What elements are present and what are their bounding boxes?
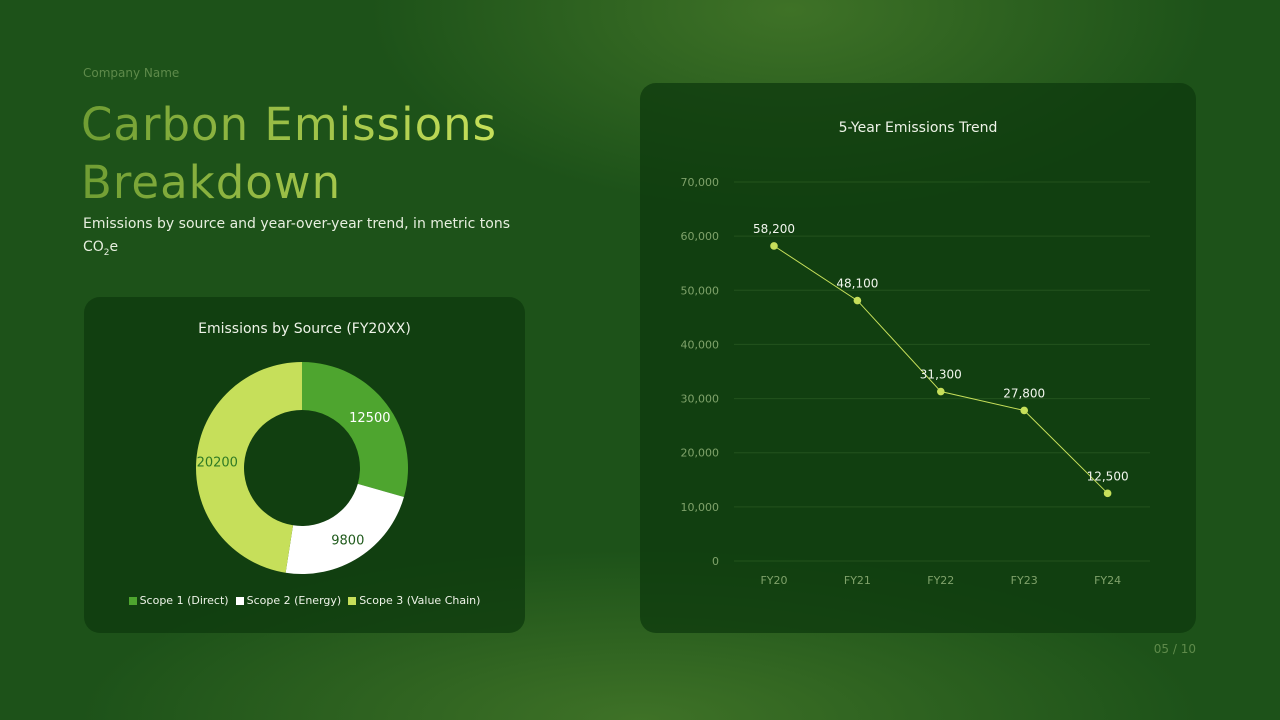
donut-chart: 12500 9800 20200	[195, 362, 408, 574]
line-chart-card: 5-Year Emissions Trend 0 10,000 20,000 30,0…	[640, 83, 1196, 633]
trend-point	[853, 296, 862, 305]
subtitle-subscript: 2	[103, 247, 110, 258]
donut-label-scope-1: 12500	[349, 411, 390, 426]
trend-data-label: 27,800	[1003, 386, 1045, 400]
x-tick-label: FY21	[844, 574, 871, 587]
y-tick-label: 20,000	[681, 447, 720, 460]
donut-slice-scope-1	[302, 362, 408, 498]
donut-label-scope-2: 9800	[331, 534, 364, 549]
legend-swatch-scope-2	[235, 596, 244, 605]
donut-label-scope-3: 20200	[197, 455, 238, 470]
page-title-line-1: Carbon Emissions	[81, 98, 498, 151]
donut-legend: Scope 1 (Direct) Scope 2 (Energy) Scope …	[84, 594, 525, 607]
y-tick-label: 60,000	[681, 230, 720, 243]
x-tick-label: FY22	[927, 574, 954, 587]
legend-item-scope-3: Scope 3 (Value Chain)	[348, 594, 480, 607]
trend-data-label: 31,300	[920, 368, 962, 382]
page-title-line-2: Breakdown	[81, 156, 342, 209]
legend-swatch-scope-3	[348, 596, 357, 605]
page-subtitle: Emissions by source and year-over-year t…	[83, 213, 523, 265]
trend-point	[1103, 489, 1112, 498]
line-chart-title: 5-Year Emissions Trend	[838, 120, 998, 136]
donut-slice-scope-3	[195, 362, 302, 573]
line-chart: 0 10,000 20,000 30,000 40,000 50,000 60,000 70,…	[681, 176, 1150, 587]
trend-point	[770, 242, 778, 250]
legend-label-scope-2: Scope 2 (Energy)	[246, 594, 342, 607]
y-tick-label: 40,000	[681, 338, 720, 351]
x-tick-label: FY20	[760, 574, 787, 587]
y-tick-label: 70,000	[681, 176, 720, 189]
trend-data-label: 12,500	[1087, 469, 1129, 483]
company-name: Company Name	[83, 66, 180, 80]
y-tick-label: 50,000	[681, 284, 720, 297]
page-title: Carbon Emissions Breakdown	[81, 96, 497, 212]
x-tick-label: FY24	[1094, 574, 1121, 587]
trend-point	[937, 387, 945, 396]
y-tick-label: 30,000	[681, 393, 720, 406]
x-tick-label: FY23	[1011, 574, 1038, 587]
subtitle-e: e	[109, 239, 119, 255]
page-number: 05 / 10	[1153, 642, 1196, 656]
y-tick-label: 10,000	[681, 501, 720, 514]
legend-item-scope-1: Scope 1 (Direct)	[128, 594, 229, 607]
legend-label-scope-1: Scope 1 (Direct)	[139, 594, 229, 607]
legend-label-scope-3: Scope 3 (Value Chain)	[359, 594, 481, 607]
donut-chart-title: Emissions by Source (FY20XX)	[198, 321, 411, 337]
legend-swatch-scope-1	[128, 596, 137, 605]
trend-data-label: 48,100	[836, 277, 878, 291]
trend-data-label: 58,200	[753, 222, 795, 236]
legend-item-scope-2: Scope 2 (Energy)	[235, 594, 342, 607]
trend-point	[1020, 406, 1028, 415]
subtitle-co: CO	[83, 239, 104, 255]
donut-slice-scope-2	[285, 483, 404, 574]
subtitle-text: Emissions by source and year-over-year t…	[83, 216, 511, 232]
donut-chart-card: Emissions by Source (FY20XX) 12500 9800 20…	[84, 297, 525, 633]
y-tick-label: 0	[712, 555, 719, 568]
